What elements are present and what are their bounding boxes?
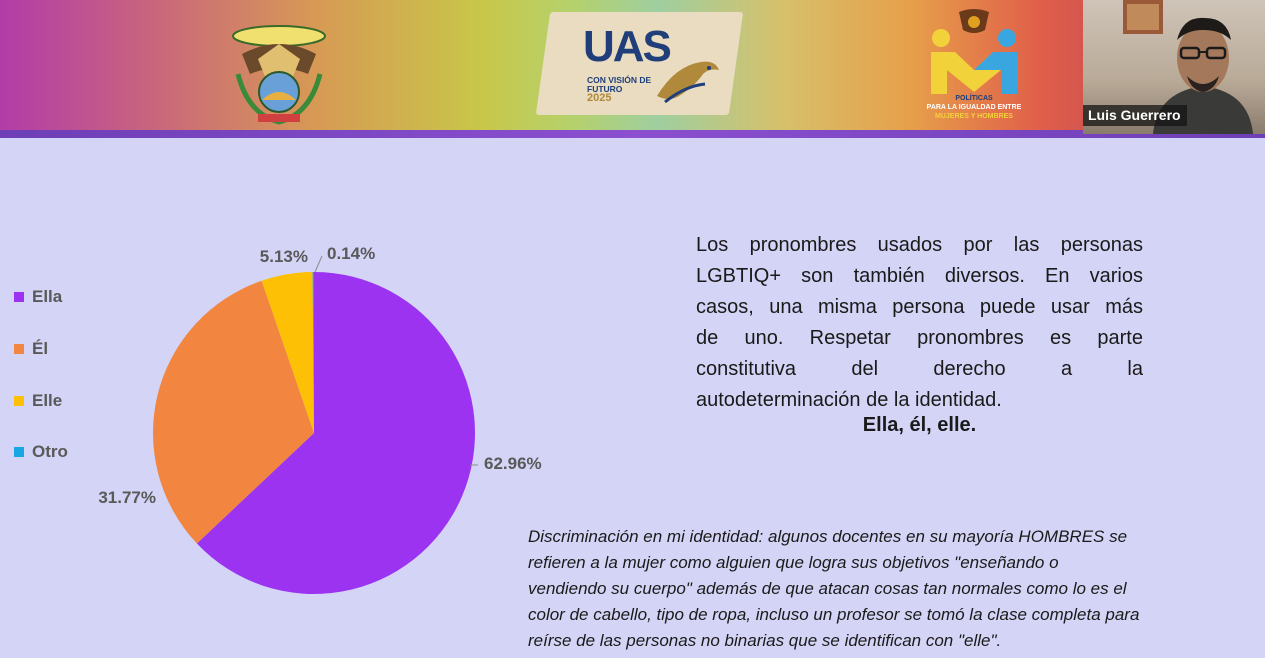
pronouns-emphasis: Ella, él, elle. — [862, 414, 977, 436]
participant-name-tag: Luis Guerrero — [1083, 105, 1187, 126]
paragraph-line: LGBTIQ+ son también diversos. En varios — [696, 265, 1143, 287]
quote-line: color de cabello, tipo de ropa, incluso … — [528, 605, 1140, 624]
pie-data-label: 31.77% — [98, 488, 156, 507]
quote-line: reírse de las personas no binarias que s… — [528, 631, 1002, 650]
politicas-line3: MUJERES Y HOMBRES — [935, 113, 1013, 120]
politicas-line1: POLÍTICAS — [955, 95, 993, 102]
header-banner: UAS CON VISIÓN DE FUTURO 2025 POLÍTICAS — [0, 0, 1265, 138]
paragraph-line: Los pronombres usados por las personas — [696, 234, 1143, 256]
pie-slice-ella — [196, 272, 475, 594]
pie-data-label: 5.13% — [260, 247, 308, 266]
pie-slice-elle — [261, 272, 314, 433]
legend-label-ella: Ella — [32, 287, 63, 306]
politicas-line2: PARA LA IGUALDAD ENTRE — [926, 104, 1022, 111]
legend-item-el: Él — [14, 339, 48, 359]
testimony-quote: Discriminación en mi identidad: algunos … — [528, 524, 1265, 654]
university-crest-logo — [232, 25, 326, 125]
paragraph-line: autodeterminación de la identidad. — [696, 389, 1002, 411]
paragraph-line: casos, una misma persona puede usar más — [696, 296, 1143, 318]
leader-line — [314, 255, 323, 273]
uas-logo-subtitle: CON VISIÓN DE FUTURO 2025 — [587, 75, 657, 104]
pie-data-label: 0.14% — [327, 244, 375, 263]
legend-swatch-el — [14, 344, 24, 354]
paragraph-line: de uno. Respetar pronombres es parte — [696, 327, 1143, 349]
pronouns-paragraph: Los pronombres usados por las personas L… — [696, 230, 1143, 416]
people-icon — [931, 9, 1017, 94]
uas-logo: UAS CON VISIÓN DE FUTURO 2025 — [535, 12, 744, 115]
legend-item-otro: Otro — [14, 442, 68, 462]
pie-slices — [152, 272, 475, 594]
legend-swatch-elle — [14, 396, 24, 406]
quote-line: refieren a la mujer como alguien que log… — [528, 553, 1059, 572]
pie-slice-el — [152, 280, 314, 544]
legend-swatch-ella — [14, 292, 24, 302]
politicas-logo-text: POLÍTICAS PARA LA IGUALDAD ENTRE MUJERES… — [915, 94, 1033, 121]
eagle-icon — [657, 61, 719, 104]
legend-label-el: Él — [32, 339, 49, 358]
quote-line: Discriminación en mi identidad: algunos … — [528, 527, 1128, 546]
legend-item-ella: Ella — [14, 287, 62, 307]
legend-label-elle: Elle — [32, 391, 63, 410]
paragraph-line: constitutiva del derecho a la — [696, 358, 1143, 380]
pie-slice-otro — [312, 272, 314, 433]
pie-data-labels: 62.96% 31.77% 5.13% 0.14% — [98, 244, 541, 507]
participant-video-tile[interactable]: Luis Guerrero — [1083, 0, 1265, 134]
uas-year: 2025 — [587, 92, 612, 104]
quote-line: vendiendo su cuerpo" además de que ataca… — [528, 579, 1127, 598]
legend-item-elle: Elle — [14, 391, 62, 411]
politicas-igualdad-logo: POLÍTICAS PARA LA IGUALDAD ENTRE MUJERES… — [915, 8, 1033, 134]
legend-label-otro: Otro — [32, 442, 68, 461]
legend-swatch-otro — [14, 447, 24, 457]
pie-data-label: 62.96% — [484, 454, 542, 473]
pronouns-pie-chart: 62.96% 31.77% 5.13% 0.14% — [98, 244, 542, 594]
